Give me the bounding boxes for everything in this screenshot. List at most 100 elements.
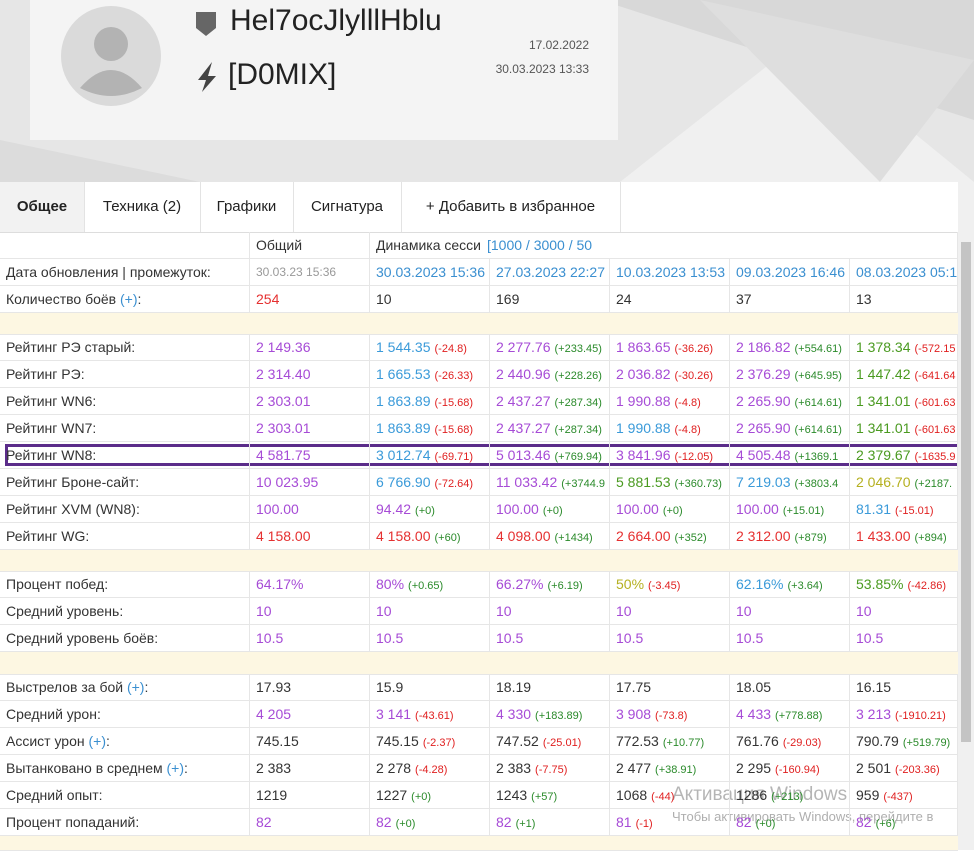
value-cell: 3 141 (-43.61) <box>370 701 490 728</box>
value-cell: 3 012.74 (-69.71) <box>370 442 490 469</box>
value: 1227 <box>376 787 408 803</box>
dynamics-label: Динамика сесси <box>376 237 481 253</box>
value-cell: 169 <box>490 286 610 313</box>
row-label: Вытанковано в среднем (+): <box>0 755 250 782</box>
value: 2 303.01 <box>256 393 311 409</box>
row-label: Ассист урон (+): <box>0 728 250 755</box>
delta: (+0) <box>662 505 683 517</box>
delta: (-601.63 <box>914 424 956 436</box>
value: 2 501 <box>856 760 892 776</box>
tab[interactable]: + Добавить в избранное <box>401 182 621 232</box>
value-cell: 64.17% <box>250 571 370 598</box>
value: 10.03.2023 13:53 <box>616 264 725 280</box>
delta: (+0) <box>395 818 416 830</box>
value: 82 <box>376 814 392 830</box>
value-cell: 747.52 (-25.01) <box>490 728 610 755</box>
tab[interactable]: Общее <box>0 182 85 232</box>
value: 2 664.00 <box>616 528 671 544</box>
value-cell: 82 (+0) <box>730 809 850 836</box>
tab[interactable]: Техника (2) <box>84 182 201 232</box>
value: 1 990.88 <box>616 393 671 409</box>
value-cell: 80% (+0.65) <box>370 571 490 598</box>
label-text: Рейтинг Броне-сайт: <box>6 474 140 490</box>
value: 82 <box>256 814 272 830</box>
value: 1 665.53 <box>376 366 431 382</box>
row-label: Рейтинг WN8: <box>0 442 250 469</box>
delta: (+614.61) <box>794 397 842 409</box>
value-cell: 37 <box>730 286 850 313</box>
value-cell: 2 376.29 (+645.95) <box>730 361 850 388</box>
delta: (-15.01) <box>895 505 934 517</box>
value: 1243 <box>496 787 528 803</box>
info-link[interactable]: (+) <box>126 679 145 695</box>
value: 3 141 <box>376 706 412 722</box>
value: 16.15 <box>856 679 892 695</box>
row-label: Рейтинг WG: <box>0 523 250 550</box>
delta: (-26.33) <box>434 370 474 382</box>
delta: (+2187. <box>914 478 953 490</box>
value: 2 383 <box>496 760 532 776</box>
value: 27.03.2023 22:27 <box>496 264 605 280</box>
value: 1 544.35 <box>376 339 431 355</box>
value: 1 378.34 <box>856 339 911 355</box>
value-cell: 82 (+1) <box>490 809 610 836</box>
info-link[interactable]: (+) <box>166 760 185 776</box>
label-text: Процент попаданий: <box>6 814 140 830</box>
value-cell: 82 (+0) <box>370 809 490 836</box>
value-cell: 4 158.00 <box>250 523 370 550</box>
tab[interactable]: Сигнатура <box>293 182 402 232</box>
value: 82 <box>496 814 512 830</box>
delta: (-15.68) <box>434 397 474 409</box>
value: 790.79 <box>856 733 899 749</box>
value-cell: 2 437.27 (+287.34) <box>490 415 610 442</box>
value: 50% <box>616 576 645 592</box>
delta: (-4.8) <box>674 424 701 436</box>
value: 1 447.42 <box>856 366 911 382</box>
session-links[interactable]: [1000 / 3000 / 50 <box>486 237 593 253</box>
label-suffix: : <box>184 760 188 776</box>
value-cell: 10.5 <box>610 625 730 652</box>
value-cell: 16.15 <box>850 674 958 701</box>
delta: (-2.37) <box>422 737 456 749</box>
clan-tag[interactable]: [D0MIX] <box>228 58 337 91</box>
info-link[interactable]: (+) <box>88 733 107 749</box>
value: 10.5 <box>856 630 884 646</box>
delta: (+228.26) <box>554 370 602 382</box>
label-text: Количество боёв <box>6 291 120 307</box>
delta: (-3.45) <box>648 580 681 592</box>
value-cell: 10.03.2023 13:53 <box>610 259 730 286</box>
value: 24 <box>616 291 632 307</box>
value-cell: 50% (-3.45) <box>610 571 730 598</box>
value: 747.52 <box>496 733 539 749</box>
value-cell: 100.00 <box>250 496 370 523</box>
delta: (+233.45) <box>554 343 602 355</box>
value-cell: 4 205 <box>250 701 370 728</box>
tab[interactable]: Графики <box>200 182 294 232</box>
value: 18.05 <box>736 679 772 695</box>
value: 81.31 <box>856 501 892 517</box>
value: 4 205 <box>256 706 292 722</box>
info-link[interactable]: (+) <box>120 291 138 307</box>
value-cell: 100.00 (+0) <box>490 496 610 523</box>
value-cell: 10 <box>490 598 610 625</box>
delta: (+287.34) <box>554 424 602 436</box>
value: 745.15 <box>376 733 419 749</box>
value: 10 <box>856 603 872 619</box>
header-cell <box>0 232 250 259</box>
value-cell: 100.00 (+0) <box>610 496 730 523</box>
value-cell: 1 665.53 (-26.33) <box>370 361 490 388</box>
value: 2 314.40 <box>256 366 311 382</box>
spacer-row <box>0 550 958 572</box>
value: 6 766.90 <box>376 474 431 490</box>
value: 4 505.48 <box>736 447 791 463</box>
delta: (+60) <box>434 532 461 544</box>
value-cell: 1 544.35 (-24.8) <box>370 334 490 361</box>
delta: (-36.26) <box>674 343 714 355</box>
value: 2 046.70 <box>856 474 911 490</box>
value-cell: 2 314.40 <box>250 361 370 388</box>
value-cell: 5 881.53 (+360.73) <box>610 469 730 496</box>
value: 2 383 <box>256 760 292 776</box>
label-text: Рейтинг WN8: <box>6 447 97 463</box>
value: 10.5 <box>256 630 284 646</box>
last-date: 30.03.2023 13:33 <box>495 62 589 76</box>
